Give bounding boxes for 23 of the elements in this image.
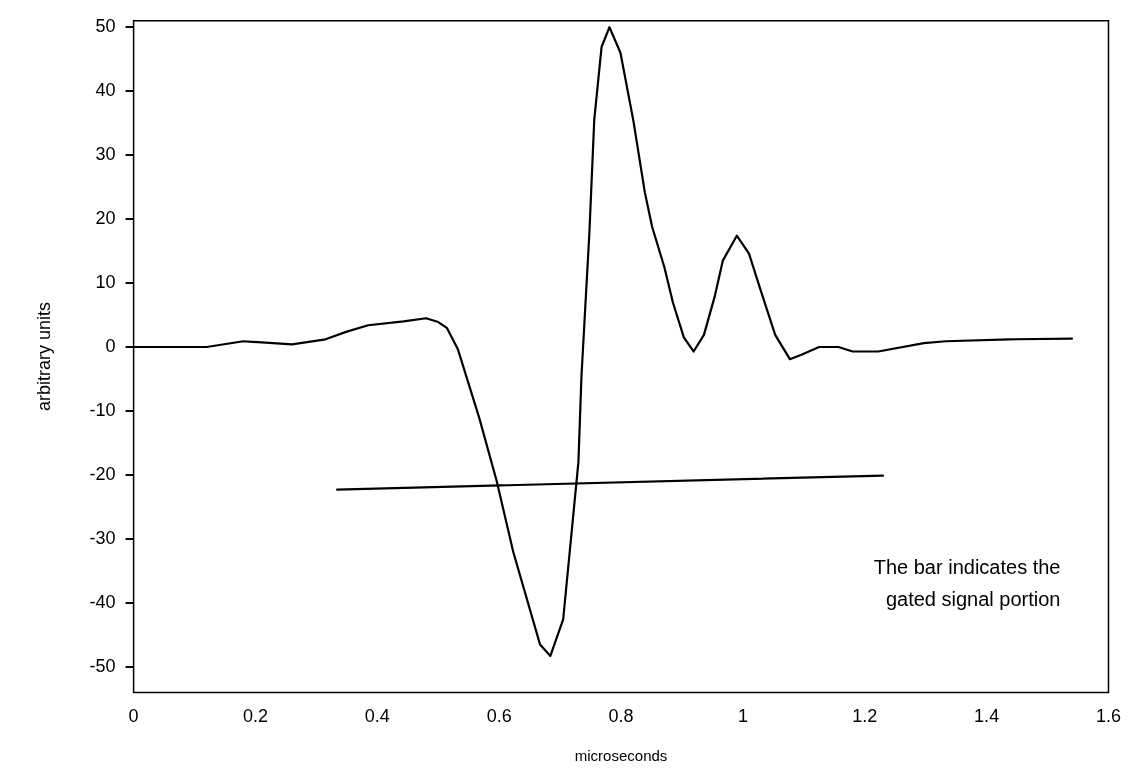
y-tick-label: 10 — [95, 272, 116, 293]
y-tick-label: -10 — [89, 399, 116, 420]
x-tick-label: 0.8 — [608, 706, 634, 727]
x-tick-label: 0 — [128, 706, 139, 727]
y-tick-label: 30 — [95, 144, 116, 165]
y-tick-label: -20 — [89, 463, 116, 484]
y-axis-title: arbitrary units — [33, 302, 54, 412]
x-tick-label: 1.2 — [852, 706, 878, 727]
x-tick-label: 0.4 — [364, 706, 390, 727]
y-tick-label: -40 — [89, 591, 116, 612]
y-tick-label: -30 — [89, 527, 116, 548]
x-axis-title: microseconds — [574, 747, 668, 765]
x-tick-label: 1.6 — [1095, 706, 1121, 727]
x-tick-label: 1 — [737, 706, 748, 727]
x-tick-label: 0.6 — [486, 706, 512, 727]
y-tick-label: 0 — [105, 335, 116, 356]
y-tick-label: 40 — [95, 80, 116, 101]
x-tick-label: 0.2 — [242, 706, 268, 727]
y-tick-label: -50 — [89, 655, 116, 676]
y-tick-label: 20 — [95, 208, 116, 229]
x-tick-label: 1.4 — [974, 706, 1000, 727]
y-tick-label: 50 — [95, 16, 116, 37]
annotation: The bar indicates the gated signal portion — [873, 556, 1061, 611]
